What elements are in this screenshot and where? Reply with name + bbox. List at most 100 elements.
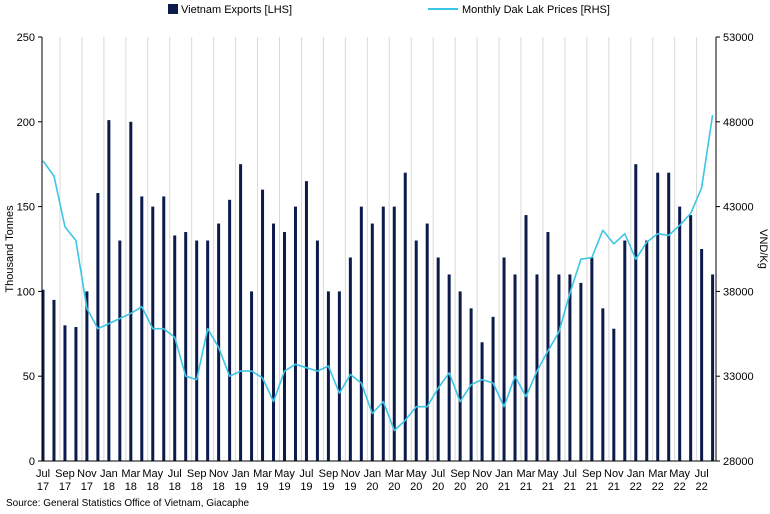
legend-swatch-exports (168, 4, 178, 14)
bar-apr-20 (403, 172, 407, 461)
x-tick-label-year: 22 (652, 481, 664, 493)
x-tick-label-year: 22 (674, 481, 686, 493)
y-left-tick-label: 250 (17, 32, 35, 44)
x-tick-label-month: Nov (341, 468, 361, 480)
bar-oct-19 (337, 291, 341, 461)
x-tick-label-month: Jul (36, 468, 50, 480)
bar-may-20 (414, 240, 418, 461)
bar-jun-20 (425, 223, 429, 461)
x-tick-label-year: 19 (234, 481, 246, 493)
bar-aug-20 (447, 274, 451, 461)
bar-jul-19 (304, 181, 308, 461)
x-tick-label-month: Jan (495, 468, 513, 480)
bar-jun-19 (293, 206, 297, 461)
x-tick-label-year: 21 (564, 481, 576, 493)
bar-may-18 (151, 206, 155, 461)
x-tick-label-year: 19 (300, 481, 312, 493)
x-tick-label-year: 18 (125, 481, 137, 493)
bar-jun-22 (689, 215, 693, 461)
bar-mar-19 (261, 189, 265, 461)
x-tick-label-year: 18 (169, 481, 181, 493)
x-tick-label-month: Nov (77, 468, 97, 480)
x-tick-label-year: 20 (454, 481, 466, 493)
x-tick-label-month: Mar (648, 468, 667, 480)
x-tick-label-month: Sep (319, 468, 339, 480)
x-tick-label-year: 19 (256, 481, 268, 493)
bar-may-21 (546, 232, 550, 461)
y-left-tick-label: 0 (29, 456, 35, 468)
bar-oct-17 (74, 327, 78, 461)
x-tick-label-month: Nov (604, 468, 624, 480)
bar-aug-17 (52, 299, 56, 461)
bar-feb-22 (645, 240, 649, 461)
x-tick-label-year: 20 (410, 481, 422, 493)
x-tick-label-year: 19 (344, 481, 356, 493)
x-tick-label-year: 22 (696, 481, 708, 493)
bar-nov-19 (348, 257, 352, 461)
legend: Vietnam Exports [LHS] Monthly Dak Lak Pr… (168, 4, 610, 16)
legend-label-exports: Vietnam Exports [LHS] (181, 4, 292, 16)
x-tick-label-year: 22 (630, 481, 642, 493)
y-axis-right-title: VND/Kg (757, 229, 769, 269)
axes (38, 36, 720, 462)
bar-jul-18 (173, 235, 177, 461)
y-axis-left-title: Thousand Tonnes (4, 205, 16, 293)
x-tick-label-month: Jul (695, 468, 709, 480)
x-tick-label-year: 19 (322, 481, 334, 493)
bar-dec-20 (491, 316, 495, 461)
legend-label-prices: Monthly Dak Lak Prices [RHS] (462, 4, 610, 16)
price-line (42, 114, 714, 432)
x-tick-label-month: Jan (100, 468, 118, 480)
bar-mar-18 (129, 121, 133, 462)
x-tick-label-year: 21 (498, 481, 510, 493)
bar-dec-18 (228, 199, 232, 462)
bar-nov-17 (85, 291, 89, 461)
bar-jul-22 (700, 249, 704, 461)
x-tick-label-year: 17 (59, 481, 71, 493)
x-tick-label-month: Nov (209, 468, 229, 480)
x-tick-label-year: 19 (278, 481, 290, 493)
bar-apr-21 (535, 274, 539, 461)
x-tick-label-month: Sep (55, 468, 75, 480)
bar-aug-22 (711, 274, 715, 461)
bar-apr-18 (140, 196, 144, 461)
export-bars (41, 120, 715, 462)
x-tick-label-month: Jul (299, 468, 313, 480)
x-tick-label-month: Mar (253, 468, 272, 480)
x-tick-label-year: 20 (432, 481, 444, 493)
bar-aug-18 (184, 232, 188, 461)
x-tick-label-year: 18 (103, 481, 115, 493)
bar-aug-21 (579, 282, 583, 461)
x-tick-label-month: Sep (582, 468, 602, 480)
bar-jun-21 (557, 274, 561, 461)
y-left-tick-label: 50 (23, 371, 35, 383)
x-tick-label-month: Sep (187, 468, 207, 480)
bar-sep-19 (326, 291, 330, 461)
x-tick-label-month: May (538, 468, 559, 480)
bar-sep-21 (590, 257, 594, 461)
x-tick-label-year: 21 (586, 481, 598, 493)
bar-aug-19 (315, 240, 319, 461)
grid-lines (59, 37, 698, 461)
x-tick-label-year: 21 (520, 481, 532, 493)
y-left-tick-label: 100 (17, 286, 35, 298)
x-tick-label-month: Jan (232, 468, 250, 480)
bar-nov-18 (217, 223, 221, 461)
y-right-tick-label: 38000 (723, 286, 754, 298)
x-tick-label-year: 18 (191, 481, 203, 493)
bar-oct-21 (601, 308, 605, 461)
x-tick-label-month: Jan (627, 468, 645, 480)
y-left-tick-label: 200 (17, 117, 35, 129)
bar-apr-22 (667, 172, 671, 461)
x-tick-label-year: 18 (213, 481, 225, 493)
price-line-layer (42, 114, 714, 432)
bar-jul-17 (41, 289, 45, 461)
bar-oct-18 (206, 240, 210, 461)
bar-feb-20 (381, 206, 385, 461)
bar-jul-20 (436, 257, 440, 461)
bar-nov-21 (612, 328, 616, 461)
x-tick-label-month: Jul (563, 468, 577, 480)
x-tick-label-month: Nov (472, 468, 492, 480)
x-tick-label-year: 17 (37, 481, 49, 493)
